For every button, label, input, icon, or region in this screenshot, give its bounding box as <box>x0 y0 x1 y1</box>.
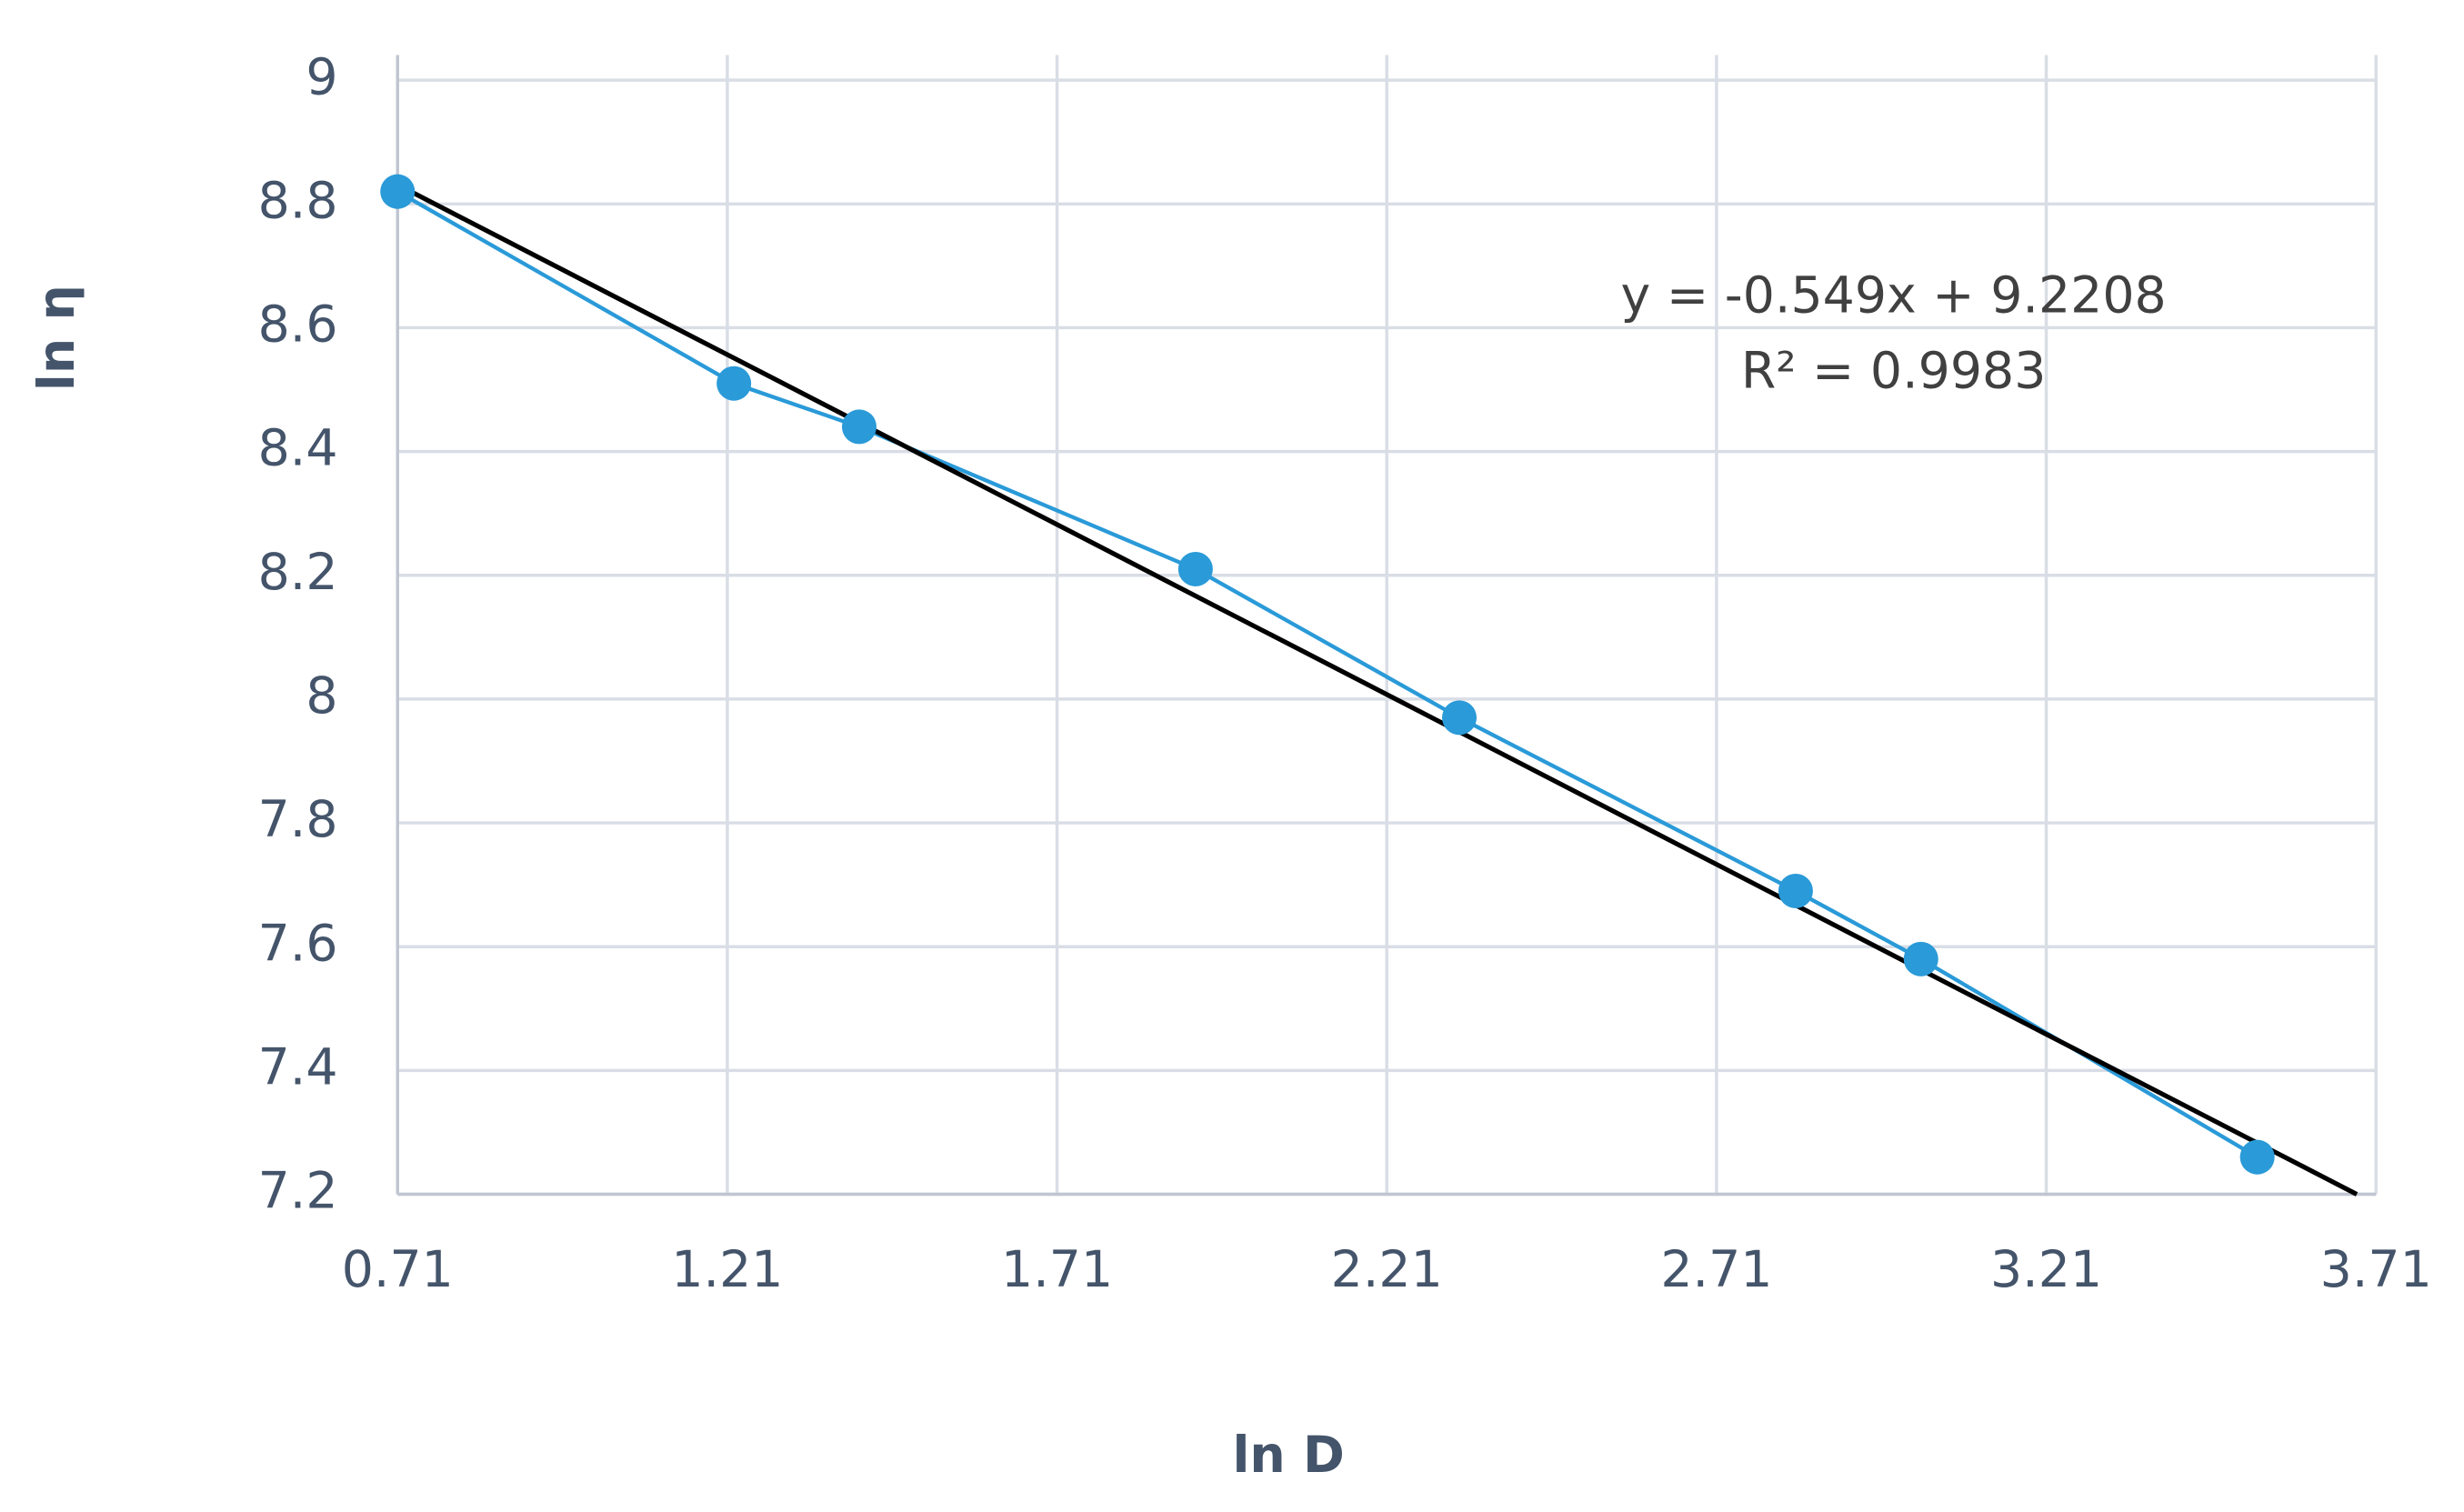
data-point <box>1442 700 1477 736</box>
y-tick-label: 7.6 <box>258 915 338 973</box>
y-tick-label: 7.8 <box>258 791 338 849</box>
trendline <box>396 182 2359 1197</box>
data-point <box>380 174 416 209</box>
x-tick-label: 0.71 <box>342 1241 454 1299</box>
x-tick-label: 1.21 <box>671 1241 783 1299</box>
y-tick-label: 7.4 <box>258 1038 338 1096</box>
trendline-equation: y = -0.549x + 9.2208 <box>1621 267 2167 325</box>
x-tick-label: 3.21 <box>1990 1241 2102 1299</box>
y-tick-label: 8.6 <box>258 296 338 355</box>
x-axis-title: ln D <box>1232 1427 1344 1485</box>
x-tick-label: 2.71 <box>1660 1241 1772 1299</box>
trendline-r-squared: R² = 0.9983 <box>1741 342 2047 400</box>
data-point <box>1778 873 1813 908</box>
x-tick-label: 1.71 <box>1001 1241 1113 1299</box>
x-tick-label: 3.71 <box>2320 1241 2432 1299</box>
data-point <box>2239 1139 2275 1175</box>
y-axis-title: ln η <box>28 285 86 391</box>
x-tick-label: 2.21 <box>1331 1241 1443 1299</box>
y-tick-label: 8 <box>305 667 337 726</box>
data-point <box>841 409 876 445</box>
y-tick-label: 9 <box>305 48 337 106</box>
series-line <box>396 189 2259 1159</box>
y-tick-label: 8.8 <box>258 172 338 230</box>
y-tick-label: 7.2 <box>258 1163 338 1221</box>
y-tick-label: 8.2 <box>258 544 338 602</box>
data-point <box>1177 551 1213 586</box>
y-tick-label: 8.4 <box>258 420 338 478</box>
data-point <box>716 365 752 401</box>
data-point <box>1903 941 1938 976</box>
